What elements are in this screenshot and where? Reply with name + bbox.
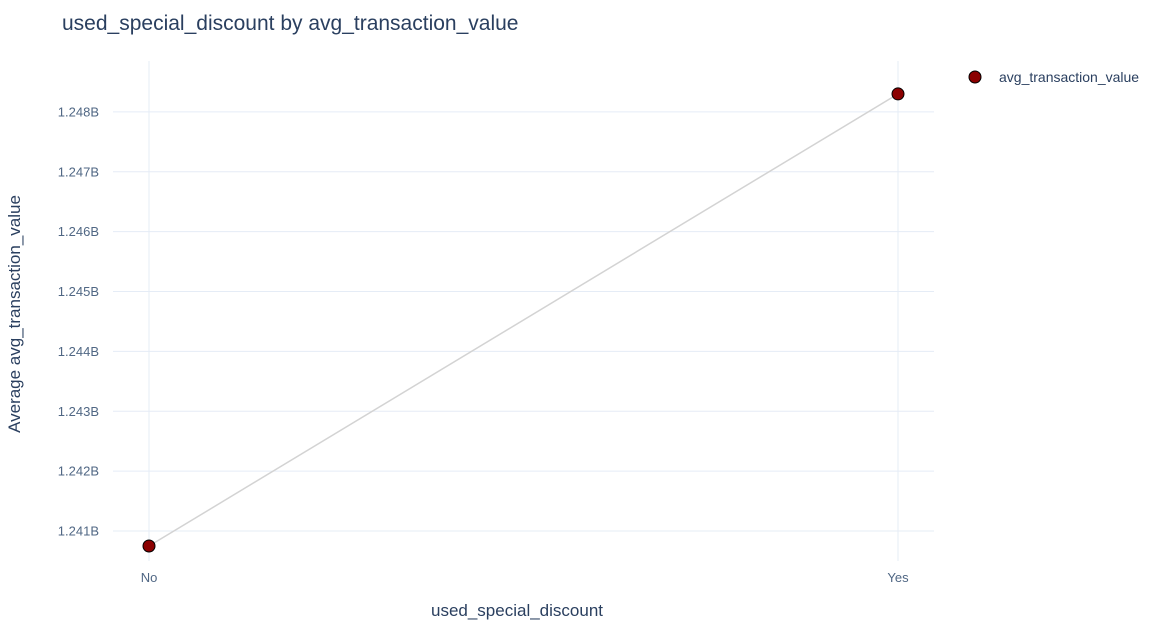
grid-lines xyxy=(113,61,934,561)
y-tick-label: 1.243B xyxy=(58,404,99,419)
y-tick-label: 1.245B xyxy=(58,284,99,299)
series-layer xyxy=(142,87,905,553)
x-tick-label: Yes xyxy=(887,570,909,585)
x-axis-ticks: No Yes xyxy=(141,570,909,585)
data-point[interactable] xyxy=(142,539,156,553)
y-axis-ticks: 1.241B 1.242B 1.243B 1.244B 1.245B 1.246B 1.24… xyxy=(58,104,99,538)
y-tick-label: 1.242B xyxy=(58,464,99,479)
y-tick-label: 1.246B xyxy=(58,224,99,239)
legend-marker-icon[interactable] xyxy=(968,70,982,84)
chart-title: used_special_discount by avg_transaction… xyxy=(62,12,518,35)
y-axis-title: Average avg_transaction_value xyxy=(5,195,24,433)
legend[interactable]: avg_transaction_value xyxy=(968,69,1139,85)
y-tick-label: 1.248B xyxy=(58,104,99,119)
y-tick-label: 1.244B xyxy=(58,344,99,359)
data-point[interactable] xyxy=(891,87,905,101)
y-tick-label: 1.247B xyxy=(58,164,99,179)
y-tick-label: 1.241B xyxy=(58,524,99,539)
series-line xyxy=(148,93,899,547)
x-tick-label: No xyxy=(141,570,158,585)
legend-label[interactable]: avg_transaction_value xyxy=(999,69,1139,85)
x-axis-title: used_special_discount xyxy=(431,601,603,620)
